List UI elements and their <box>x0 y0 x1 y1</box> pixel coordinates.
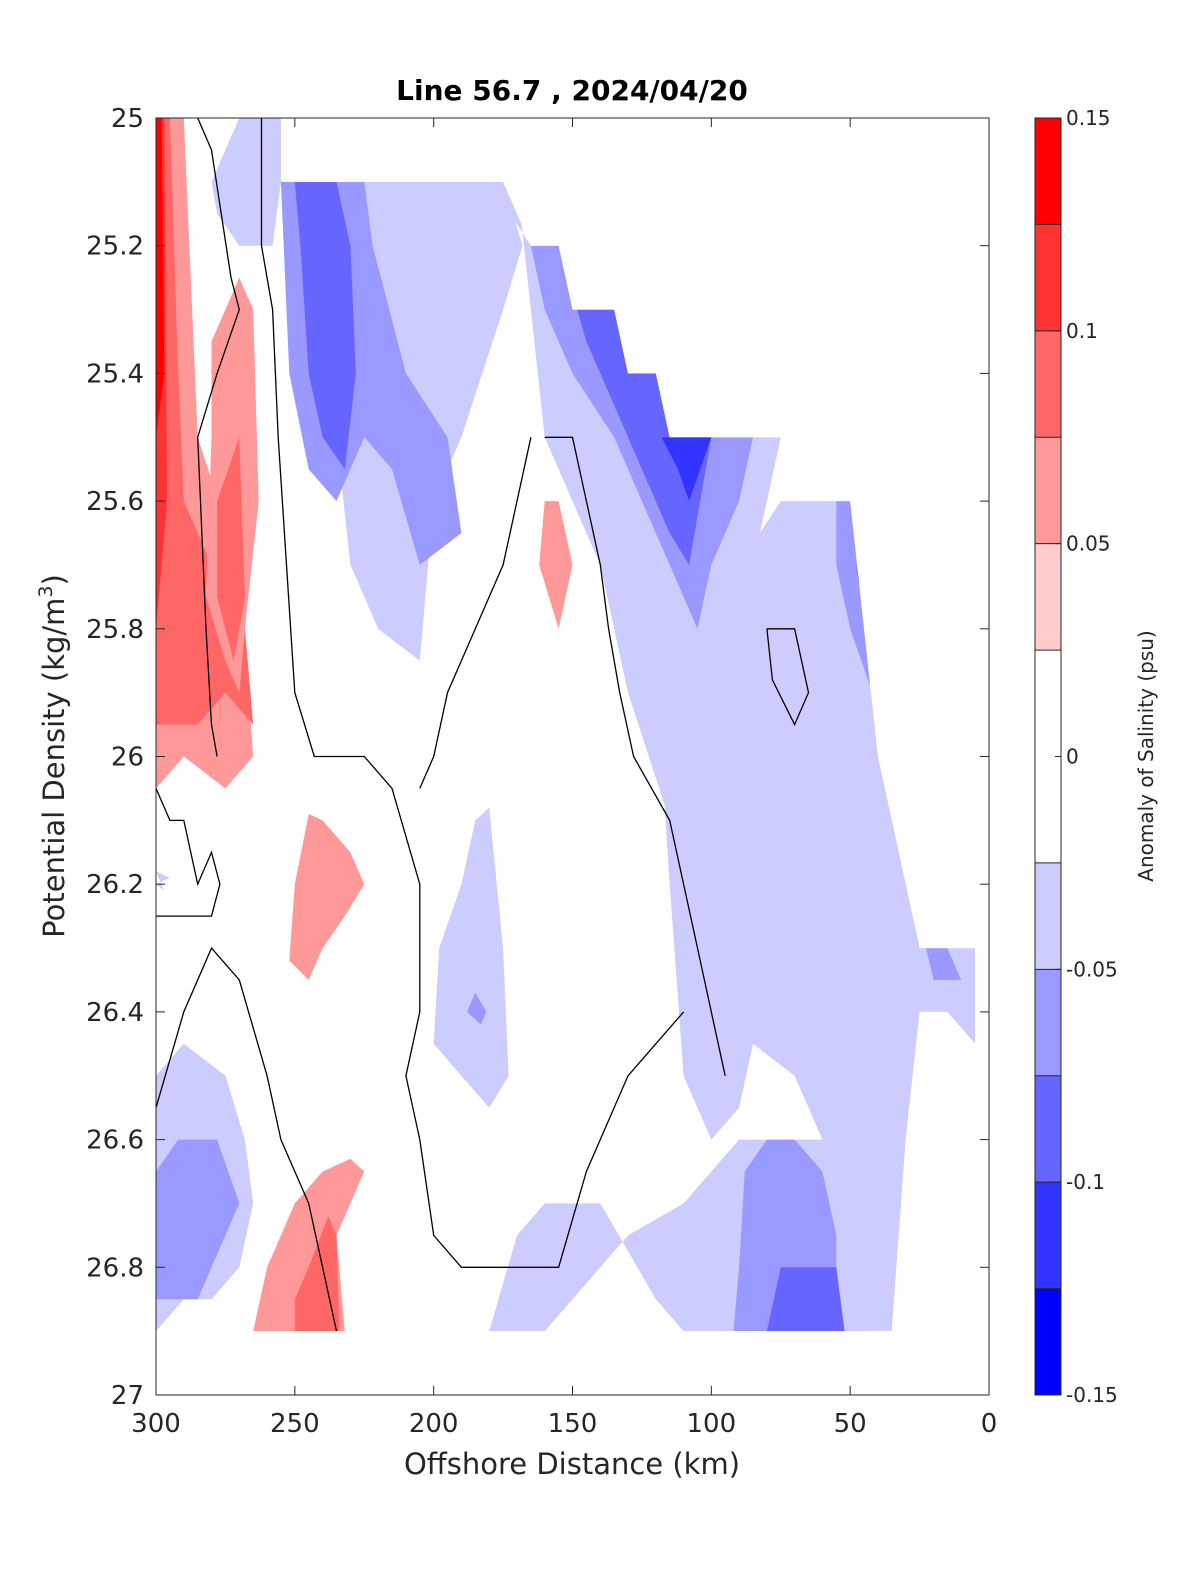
contour-region-12 <box>558 245 712 565</box>
y-tick-label: 26.2 <box>86 870 144 900</box>
colorbar-label: Anomaly of Salinity (psu) <box>1134 630 1158 881</box>
colorbar-swatch-3 <box>1035 969 1061 1076</box>
contour-region-13 <box>661 437 712 502</box>
y-axis-label-close: ) <box>37 574 71 585</box>
contour-region-6 <box>217 437 245 661</box>
x-tick-label: 200 <box>409 1409 459 1439</box>
y-axis: 25 25.2 25.4 25.6 25.8 26 26.2 26.4 26.6 26.8 27 <box>86 104 989 1411</box>
contour-line-2 <box>155 788 221 917</box>
contour-region-20 <box>433 807 509 1108</box>
y-tick-label: 25.6 <box>86 487 144 517</box>
mask-top <box>156 118 989 949</box>
colorbar-swatch-7 <box>1035 437 1061 544</box>
colorbar-tick-label: 0.15 <box>1066 106 1111 130</box>
colorbar-tick-label: -0.15 <box>1066 1383 1118 1407</box>
colorbar-swatch-2 <box>1035 1075 1061 1183</box>
y-tick-label: 27 <box>111 1381 144 1411</box>
y-tick-label: 25.4 <box>86 359 144 389</box>
x-tick-label: 300 <box>131 1409 181 1439</box>
colorbar-swatch-1 <box>1035 1182 1061 1289</box>
colorbar-tick-label: -0.1 <box>1066 1170 1105 1194</box>
y-axis-label-main: Potential Density (kg/m <box>37 598 71 938</box>
contour-region-9 <box>294 181 356 470</box>
y-tick-label: 25.2 <box>86 232 144 262</box>
colorbar-tick-label: 0 <box>1066 745 1079 769</box>
x-tick-label: 50 <box>834 1409 867 1439</box>
y-tick-label: 25.8 <box>86 615 144 645</box>
colorbar: -0.15 -0.1 -0.05 0 0.05 0.1 0.15 <box>1034 106 1118 1407</box>
contour-line-5 <box>419 437 532 789</box>
x-axis-label: Offshore Distance (km) <box>404 1447 740 1481</box>
contour-fills <box>156 118 976 1332</box>
x-tick-label: 0 <box>981 1409 998 1439</box>
colorbar-swatch-10 <box>1035 118 1061 225</box>
x-tick-label: 100 <box>687 1409 737 1439</box>
colorbar-swatch-0 <box>1035 1288 1061 1395</box>
x-tick-label: 250 <box>270 1409 320 1439</box>
contour-region-27 <box>539 501 573 629</box>
contour-line-1 <box>260 118 685 1268</box>
no-data-mask <box>156 118 989 1395</box>
mask-bottom <box>156 1331 989 1395</box>
chart-title: Line 56.7 , 2024/04/20 <box>396 74 748 107</box>
colorbar-swatch-6 <box>1035 543 1061 651</box>
contour-region-14 <box>661 501 976 1332</box>
y-tick-label: 26.4 <box>86 998 144 1028</box>
y-tick-label: 26.6 <box>86 1126 144 1156</box>
contour-region-26 <box>294 1216 340 1332</box>
contour-region-28 <box>156 871 170 891</box>
contour-region-2 <box>156 118 198 693</box>
colorbar-tick-label: 0.05 <box>1066 532 1111 556</box>
y-tick-label: 25 <box>111 104 144 134</box>
contour-region-19 <box>766 1267 845 1332</box>
contour-line-4 <box>544 436 726 1076</box>
y-tick-label: 26 <box>111 743 144 773</box>
contour-region-15 <box>836 501 962 980</box>
contour-region-22 <box>289 814 365 980</box>
y-axis-label-superscript: 3 <box>35 585 57 597</box>
contour-line-6 <box>766 628 810 727</box>
contour-region-21 <box>467 992 487 1025</box>
contour-region-24 <box>156 1139 240 1300</box>
colorbar-tick-label: -0.05 <box>1066 957 1118 981</box>
mask-right <box>891 948 989 1332</box>
colorbar-tick-label: 0.1 <box>1066 319 1098 343</box>
colorbar-swatch-9 <box>1035 224 1061 331</box>
contour-line-3 <box>155 946 338 1332</box>
x-tick-label: 150 <box>548 1409 598 1439</box>
y-tick-label: 26.8 <box>86 1253 144 1283</box>
x-axis: 300 250 200 150 100 50 0 <box>131 118 997 1439</box>
colorbar-swatch-8 <box>1035 330 1061 438</box>
y-axis-label: Potential Density (kg/m3) <box>35 574 71 938</box>
colorbar-swatch-4 <box>1035 862 1061 970</box>
contour-line-0 <box>197 117 240 757</box>
contour-region-4 <box>156 118 165 438</box>
contour-region-1 <box>156 118 254 725</box>
contour-lines <box>155 117 810 1332</box>
